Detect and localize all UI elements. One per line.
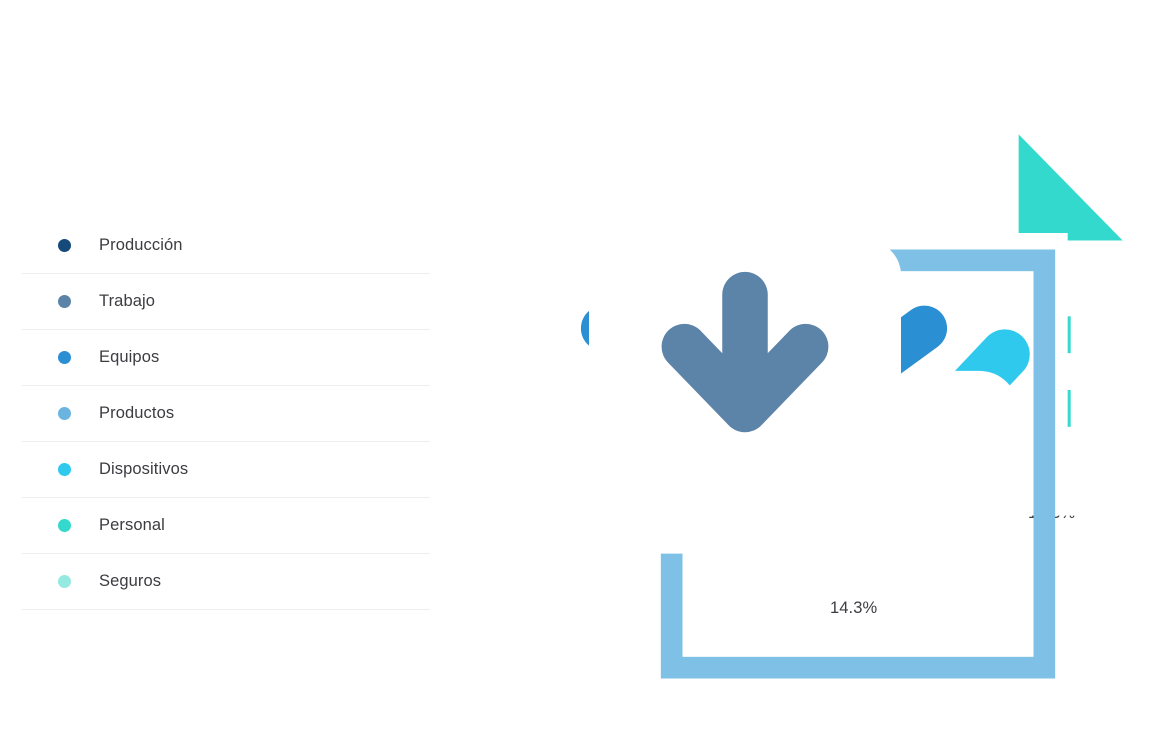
donut-chart: 14.3% 14.3% 14.3% 14.3% 14.3% 14.3% 14.3… [571,75,1123,679]
legend-color-swatch [58,239,71,252]
legend-color-swatch [58,295,71,308]
legend-item-label: Dispositivos [99,460,189,478]
legend-item-dispositivos[interactable]: Dispositivos [22,442,430,498]
legend-item-productos[interactable]: Productos [22,386,430,442]
legend-color-swatch [58,351,71,364]
legend-item-label: Seguros [99,572,162,590]
archive-download-icon [571,156,919,490]
legend-item-personal[interactable]: Personal [22,498,430,554]
legend-item-seguros[interactable]: Seguros [22,554,430,610]
chart-legend: Producción Trabajo Equipos Productos Dis… [22,218,430,610]
legend-color-swatch [58,407,71,420]
legend-item-label: Trabajo [99,292,156,310]
legend-item-label: Personal [99,516,165,534]
pct-label-productos: 14.3% [830,599,878,617]
legend-item-trabajo[interactable]: Trabajo [22,274,430,330]
legend-item-equipos[interactable]: Equipos [22,330,430,386]
legend-color-swatch [58,519,71,532]
legend-color-swatch [58,463,71,476]
legend-item-label: Productos [99,404,175,422]
archive-download-icon-bubble[interactable] [571,156,919,490]
legend-item-label: Producción [99,236,183,254]
legend-color-swatch [58,575,71,588]
legend-item-label: Equipos [99,348,160,366]
legend-item-produccion[interactable]: Producción [22,218,430,274]
